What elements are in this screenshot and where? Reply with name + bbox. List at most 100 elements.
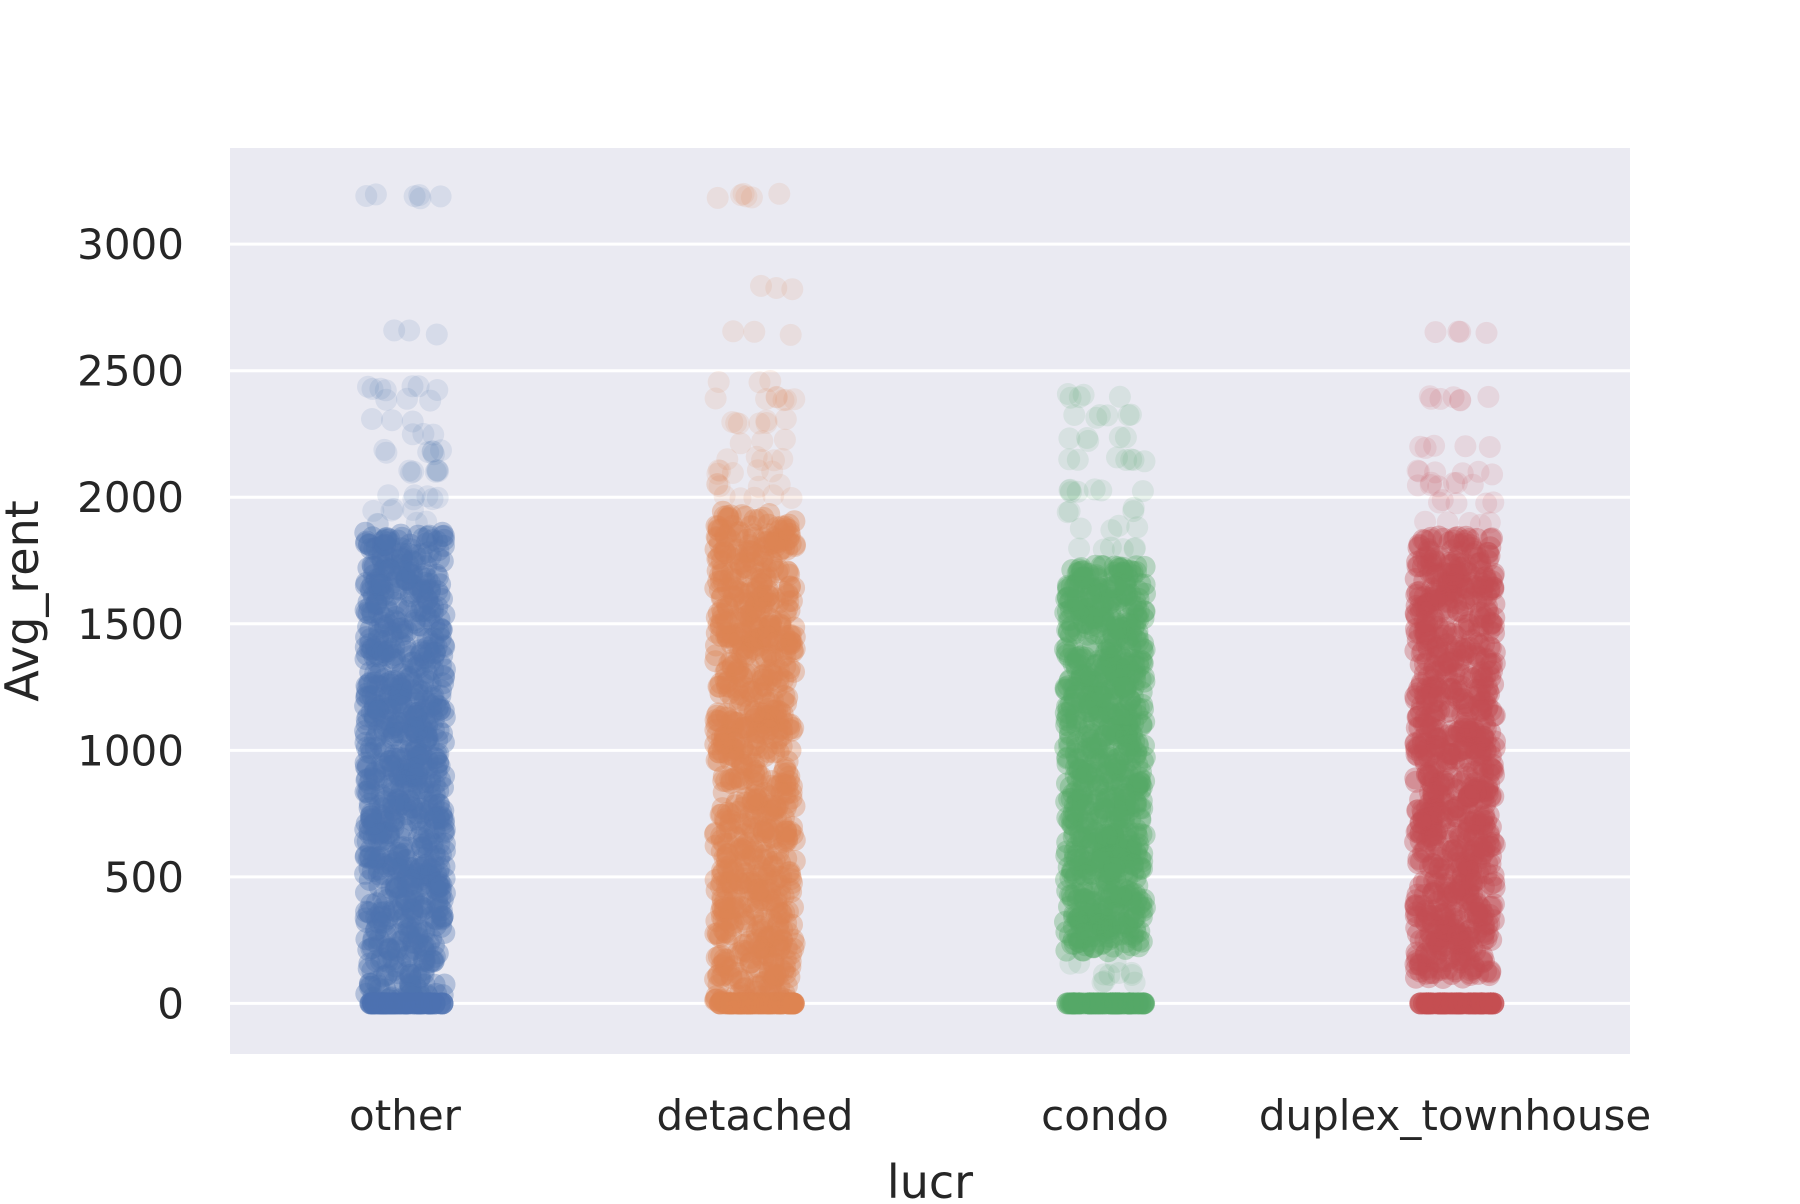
data-point [431,644,454,667]
data-point [385,669,408,692]
data-point [427,779,450,802]
data-point [739,601,762,624]
data-point [364,697,386,719]
data-point [394,913,417,936]
data-point [379,850,402,873]
data-point [1130,823,1153,846]
data-point [778,563,801,586]
data-point [391,656,414,679]
data-point [1127,935,1150,958]
data-point [358,797,381,819]
data-point [370,905,393,928]
data-point [376,907,399,930]
data-point [362,585,385,608]
data-point [373,914,396,937]
data-point [764,795,787,817]
data-point [392,858,415,881]
data-point [410,771,433,794]
data-point [413,940,436,963]
data-point [401,410,424,433]
data-point [1414,510,1437,533]
data-point [722,911,745,934]
data-point [358,673,380,695]
data-point [368,623,390,646]
data-point [383,319,406,342]
data-point [422,794,445,817]
data-point [410,743,433,766]
data-point [363,693,386,716]
data-point [369,573,392,596]
data-point [429,875,452,898]
data-point [380,646,403,669]
data-point [354,599,377,622]
data-point [422,950,445,973]
data-point [364,571,387,594]
data-point [731,665,754,688]
data-point [704,821,727,844]
data-point [391,893,414,916]
data-point [403,611,426,634]
data-point [372,863,395,885]
data-point [393,747,416,770]
data-point [1451,462,1474,485]
data-point [1424,321,1447,344]
data-point [423,817,446,840]
data-point [358,952,381,975]
data-point [400,916,423,939]
data-point [387,618,410,640]
data-point [401,375,424,398]
data-point [375,629,398,652]
data-point [433,528,455,551]
data-point [371,820,394,843]
data-point [404,736,427,759]
data-point [357,705,380,728]
data-point [426,596,449,618]
data-point [1478,511,1501,534]
data-point [378,822,401,845]
data-point [767,558,790,581]
data-point [379,699,402,722]
data-point [372,766,395,789]
data-point [388,886,411,909]
data-point [357,602,380,625]
data-point [364,919,387,942]
data-point [428,875,451,898]
data-point [748,936,770,959]
data-point [375,810,398,833]
data-point [424,914,447,937]
data-point [769,700,791,723]
data-point [379,583,402,606]
data-point [719,802,742,825]
data-point [429,627,452,650]
data-point [1072,901,1095,924]
data-point [367,719,390,742]
data-point [355,910,378,933]
data-point [1425,565,1447,588]
data-point [1056,586,1079,609]
data-point [371,611,394,634]
data-point [411,836,434,859]
data-point [359,975,382,998]
data-point [374,379,397,402]
data-point [380,499,403,522]
data-point [1077,793,1100,816]
data-point [409,581,432,604]
data-point [360,893,383,916]
data-point [372,530,395,552]
data-point [413,973,436,996]
data-point [726,606,749,629]
data-point [427,539,450,562]
data-point [1422,882,1445,905]
data-point [1418,385,1441,408]
data-point [425,563,448,586]
data-point [378,829,401,852]
data-point [416,588,439,611]
data-point [366,583,389,605]
data-point [401,857,424,880]
data-point [422,685,445,707]
data-point [399,538,422,561]
data-point [410,868,433,891]
data-point [354,694,377,717]
data-point [372,534,394,557]
data-point [1428,951,1451,974]
